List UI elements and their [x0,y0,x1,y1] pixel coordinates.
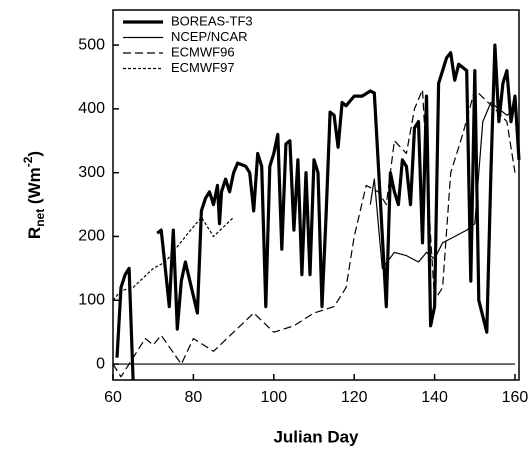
x-tick-label: 60 [104,389,122,406]
y-label-part: -2 [21,156,35,167]
x-tick-label: 80 [184,389,202,406]
y-tick-label: 100 [78,291,105,308]
y-label-part: net [33,209,47,227]
y-label-part: R [25,227,44,239]
legend-label: BOREAS-TF3 [171,13,253,28]
series-line [112,89,516,378]
series-line [115,43,521,381]
legend-label: NCEP/NCAR [171,29,248,44]
x-tick-label: 120 [341,389,368,406]
x-tick-label: 140 [421,389,448,406]
y-tick-label: 0 [96,355,105,372]
y-label-part: ) [25,151,44,157]
y-tick-label: 200 [78,228,105,245]
x-tick-label: 100 [260,389,287,406]
y-label-part: (Wm [25,167,44,209]
legend-label: ECMWF96 [171,44,235,59]
x-tick-label: 160 [502,389,529,406]
y-tick-label: 500 [78,36,105,53]
y-tick-label: 400 [78,100,105,117]
legend-label: ECMWF97 [171,60,235,75]
series-line [112,216,235,301]
plot-frame [112,9,520,381]
x-axis-label: Julian Day [273,427,359,446]
series-line [369,101,516,269]
y-tick-label: 300 [78,164,105,181]
y-axis-label: Rnet (Wm-2) [21,151,47,239]
